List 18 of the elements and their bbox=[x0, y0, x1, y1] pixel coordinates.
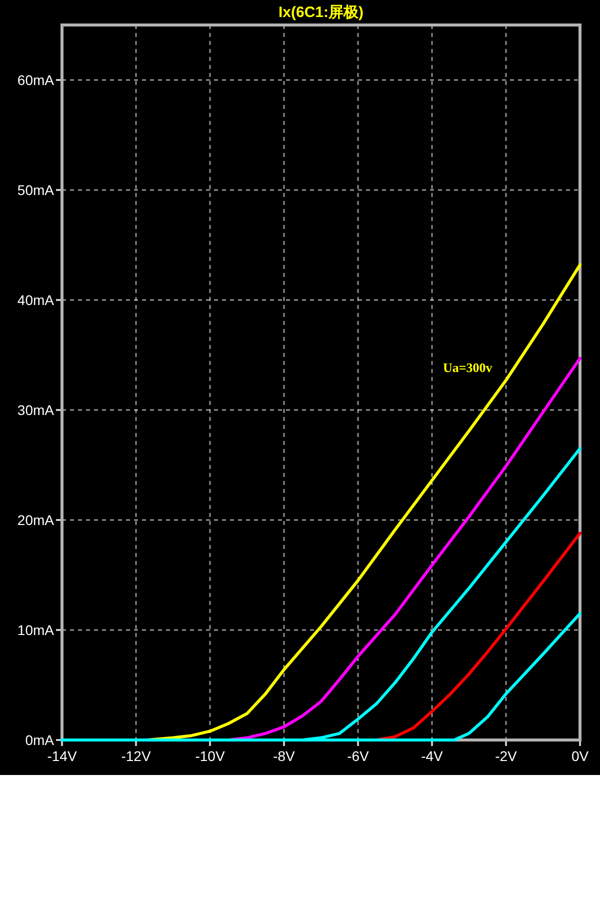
x-tick-label: -12V bbox=[121, 748, 152, 764]
x-tick-label: -4V bbox=[421, 748, 444, 764]
y-tick-label: 10mA bbox=[17, 622, 55, 638]
y-tick-label: 40mA bbox=[17, 292, 55, 308]
x-tick-label: -2V bbox=[495, 748, 518, 764]
y-tick-label: 30mA bbox=[17, 402, 55, 418]
chart-title: Ix(6C1:屏极) bbox=[278, 4, 364, 21]
line-series bbox=[375, 532, 582, 742]
y-tick-label: 50mA bbox=[17, 182, 55, 198]
x-tick-label: 0V bbox=[571, 748, 590, 764]
x-tick-label: -6V bbox=[347, 748, 370, 764]
y-tick-label: 0mA bbox=[25, 732, 55, 748]
x-tick-label: -14V bbox=[47, 748, 78, 764]
y-tick-label: 60mA bbox=[17, 72, 55, 88]
annotation: Ua=300v bbox=[443, 360, 493, 375]
y-tick-label: 20mA bbox=[17, 512, 55, 528]
x-tick-label: -8V bbox=[273, 748, 296, 764]
x-tick-label: -10V bbox=[195, 748, 226, 764]
